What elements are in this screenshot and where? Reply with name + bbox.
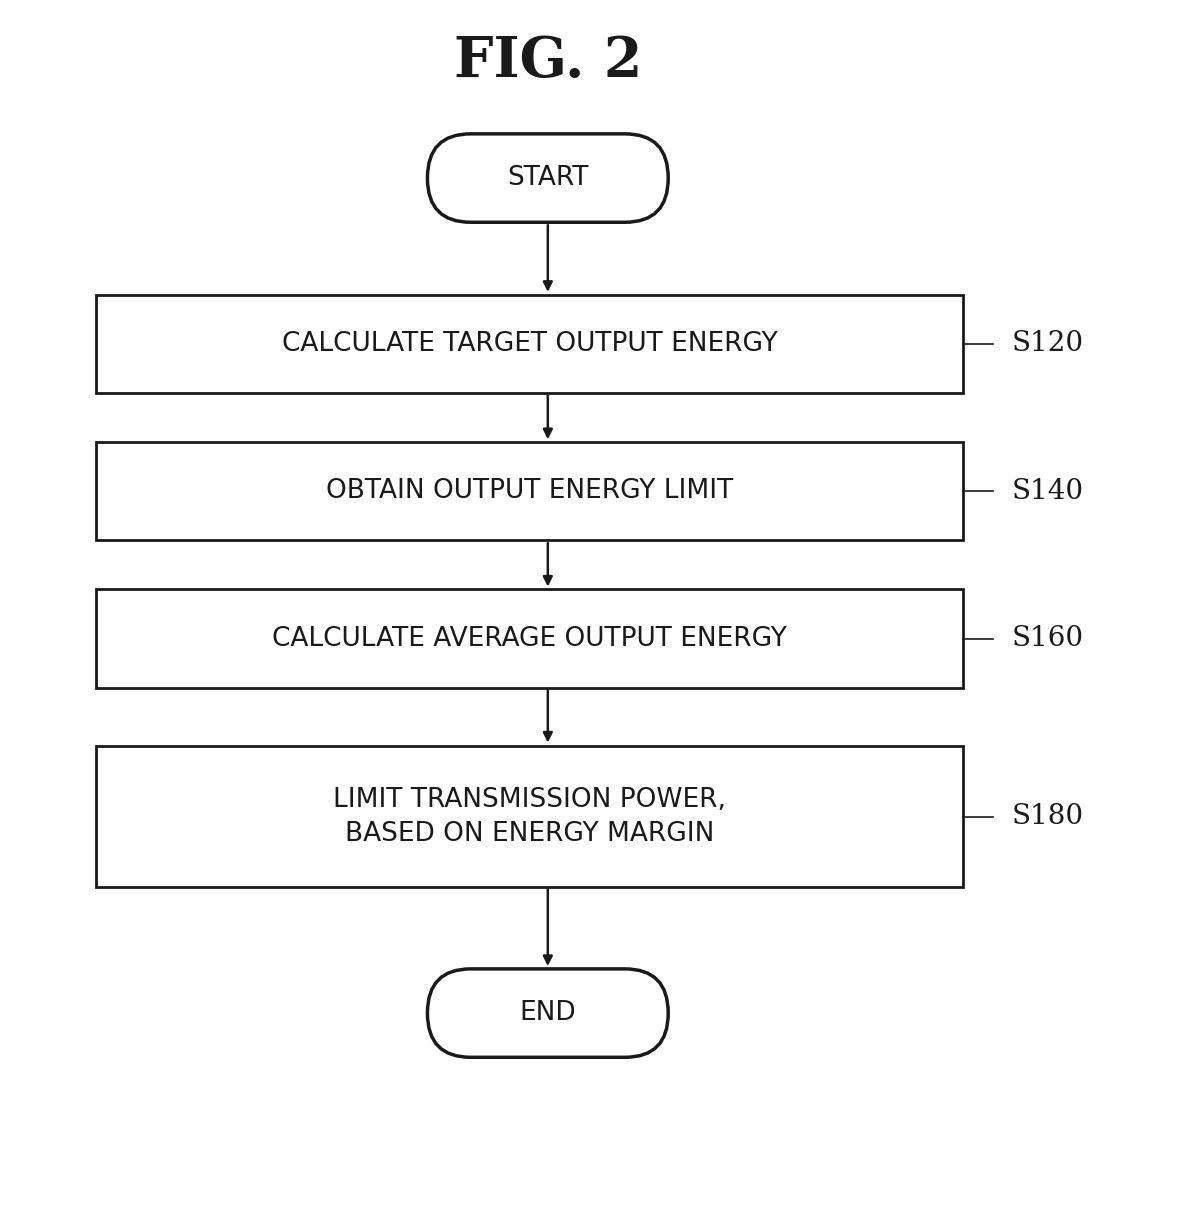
Text: LIMIT TRANSMISSION POWER,
BASED ON ENERGY MARGIN: LIMIT TRANSMISSION POWER, BASED ON ENERG… xyxy=(334,787,726,846)
Text: OBTAIN OUTPUT ENERGY LIMIT: OBTAIN OUTPUT ENERGY LIMIT xyxy=(326,478,733,505)
FancyBboxPatch shape xyxy=(96,295,963,393)
Text: S160: S160 xyxy=(1011,625,1084,652)
Text: CALCULATE AVERAGE OUTPUT ENERGY: CALCULATE AVERAGE OUTPUT ENERGY xyxy=(272,625,787,652)
FancyBboxPatch shape xyxy=(96,589,963,688)
Text: FIG. 2: FIG. 2 xyxy=(454,34,642,88)
FancyBboxPatch shape xyxy=(96,442,963,540)
Text: S120: S120 xyxy=(1011,330,1084,357)
Text: CALCULATE TARGET OUTPUT ENERGY: CALCULATE TARGET OUTPUT ENERGY xyxy=(282,330,778,357)
FancyBboxPatch shape xyxy=(427,969,668,1057)
FancyBboxPatch shape xyxy=(96,745,963,887)
Text: END: END xyxy=(519,1000,577,1027)
Text: START: START xyxy=(507,165,589,192)
FancyBboxPatch shape xyxy=(427,134,668,222)
Text: S180: S180 xyxy=(1011,803,1084,830)
Text: S140: S140 xyxy=(1011,478,1084,505)
